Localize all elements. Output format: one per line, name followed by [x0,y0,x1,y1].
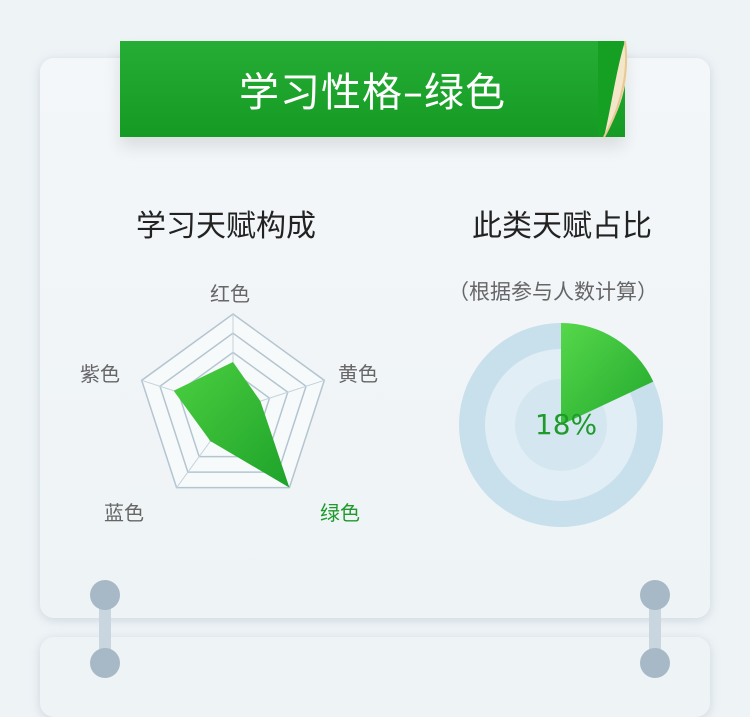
talent-composition-title: 学习天赋构成 [136,209,316,244]
donut-chart [459,323,663,527]
talent-ratio-subtitle: （根据参与人数计算） [448,280,658,304]
binder-ring-left-top [90,580,120,610]
banner-title: 学习性格–绿色 [120,41,625,137]
page-curl-decoration [598,40,628,138]
radar-data-area [173,362,290,488]
radar-label-green: 绿色 [320,501,360,525]
binder-ring-right-top [640,580,670,610]
donut-percent-label: 18% [534,408,598,441]
radar-label-purple: 紫色 [80,362,120,386]
binder-ring-right-bottom [640,648,670,678]
talent-ratio-title: 此类天赋占比 [472,209,652,244]
donut-slice-green [561,323,654,425]
radar-grid-ring [159,332,307,473]
radar-chart [140,313,326,489]
radar-label-blue: 蓝色 [104,501,144,525]
binder-ring-left-bar [99,596,111,662]
binder-ring-left-bottom [90,648,120,678]
radar-label-red: 红色 [210,282,250,306]
binder-ring-right-bar [649,596,661,662]
radar-label-yellow: 黄色 [338,362,378,386]
